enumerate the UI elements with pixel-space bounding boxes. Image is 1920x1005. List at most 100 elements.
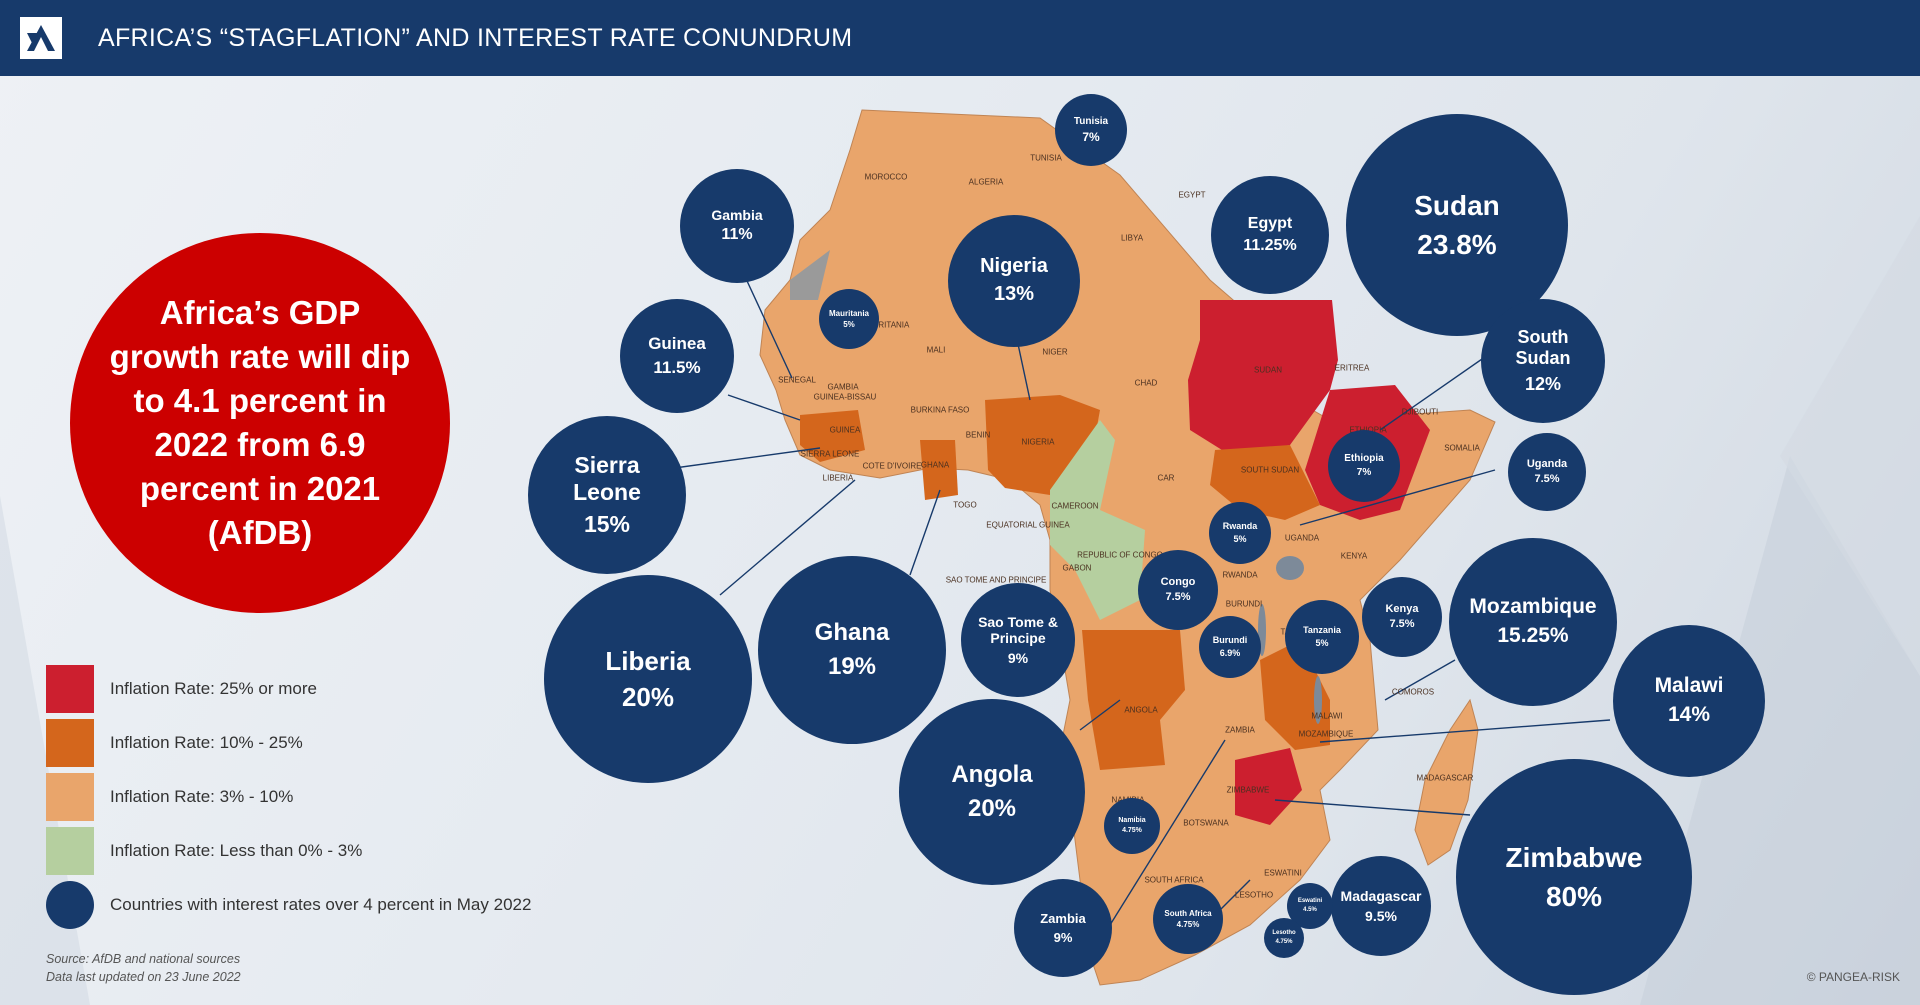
rate-bubble-malawi: Malawi 14% — [1613, 625, 1765, 777]
bubble-country: Madagascar — [1340, 887, 1422, 904]
bubble-country: Congo — [1160, 576, 1196, 589]
country-label: TUNISIA — [1030, 153, 1062, 163]
rate-bubble-mozambique: Mozambique 15.25% — [1449, 538, 1617, 706]
country-label: MALAWI — [1311, 711, 1343, 721]
bubble-country: Eswatini — [1297, 898, 1323, 905]
country-label: COMOROS — [1391, 687, 1435, 697]
source-updated: Data last updated on 23 June 2022 — [46, 970, 241, 984]
bubble-rate: 12% — [1524, 373, 1562, 394]
bubble-rate: 19% — [827, 652, 877, 680]
header-bar: AFRICA’S “STAGFLATION” AND INTEREST RATE… — [0, 0, 1920, 76]
rate-bubble-angola: Angola 20% — [899, 699, 1085, 885]
country-label: SOUTH SUDAN — [1240, 465, 1300, 475]
country-label: UGANDA — [1284, 533, 1320, 543]
country-label: SENEGAL — [778, 375, 816, 385]
country-label: COTE D'IVOIRE — [862, 461, 922, 471]
rate-bubble-ghana: Ghana 19% — [758, 556, 946, 744]
legend-label: Inflation Rate: 3% - 10% — [110, 787, 294, 806]
bubble-country: Lesotho — [1272, 930, 1296, 937]
legend-label: Inflation Rate: Less than 0% - 3% — [110, 841, 363, 860]
bubble-rate: 11% — [721, 226, 753, 244]
bubble-rate: 7.5% — [1165, 591, 1191, 603]
bubble-country: Nigeria — [980, 255, 1048, 278]
country-label: NIGER — [1042, 347, 1068, 357]
country-label: LIBYA — [1120, 233, 1144, 243]
country-label: GUINEA — [829, 425, 861, 435]
country-label: NIGERIA — [1021, 437, 1055, 447]
country-label: MOROCCO — [864, 172, 908, 182]
legend-item-high: Inflation Rate: 25% or more — [46, 665, 317, 713]
country-label: REPUBLIC OF CONGO — [1077, 550, 1163, 560]
bubble-rate: 13% — [993, 283, 1035, 305]
legend-swatch-interest — [46, 881, 94, 929]
bubble-rate: 7% — [1356, 467, 1372, 478]
country-label: GABON — [1062, 563, 1092, 573]
legend-item-green: Inflation Rate: Less than 0% - 3% — [46, 827, 362, 875]
rate-bubble-burundi: Burundi 6.9% — [1199, 616, 1261, 678]
legend-swatch-green — [46, 827, 94, 875]
bubble-country: South Sudan — [1515, 327, 1571, 369]
country-label: BENIN — [965, 430, 991, 440]
legend-label: Countries with interest rates over 4 per… — [110, 895, 532, 914]
country-label: GHANA — [920, 460, 950, 470]
bubble-rate: 7.5% — [1534, 473, 1560, 485]
bubble-rate: 4.75% — [1275, 938, 1293, 945]
country-label: SIERRA LEONE — [800, 449, 860, 459]
bubble-country: Namibia — [1118, 817, 1146, 825]
legend-label: Inflation Rate: 10% - 25% — [110, 733, 303, 752]
country-label: ANGOLA — [1124, 705, 1158, 715]
country-label: ZIMBABWE — [1226, 785, 1270, 795]
country-label: GAMBIA — [827, 382, 859, 392]
country-label: ERITREA — [1334, 363, 1370, 373]
source-note: Source: AfDB and national sources Data l… — [46, 950, 241, 986]
rate-bubble-guinea: Guinea 11.5% — [620, 299, 734, 413]
country-label: BURUNDI — [1225, 599, 1263, 609]
bubble-country: Ghana — [814, 619, 890, 647]
bubble-country: Kenya — [1385, 603, 1419, 616]
rate-bubble-sao-tome-principe: Sao Tome & Principe 9% — [961, 583, 1075, 697]
rate-bubble-uganda: Uganda 7.5% — [1508, 433, 1586, 511]
country-label: EQUATORIAL GUINEA — [986, 520, 1070, 530]
bubble-country: Rwanda — [1222, 521, 1258, 532]
country-label: SUDAN — [1253, 365, 1283, 375]
bubble-country: Malawi — [1654, 674, 1724, 698]
rate-bubble-congo: Congo 7.5% — [1138, 550, 1218, 630]
bubble-rate: 5% — [843, 320, 855, 329]
legend-swatch-high — [46, 665, 94, 713]
source-line: Source: AfDB and national sources — [46, 952, 241, 966]
bubble-rate: 5% — [1233, 534, 1247, 544]
pangea-logo — [20, 17, 62, 59]
bubble-rate: 5% — [1315, 638, 1329, 648]
rate-bubble-madagascar: Madagascar 9.5% — [1331, 856, 1431, 956]
rate-bubble-tanzania: Tanzania 5% — [1285, 600, 1359, 674]
copyright: © PANGEA-RISK — [1806, 970, 1900, 984]
country-label: MADAGASCAR — [1416, 773, 1474, 783]
bubble-country: Ethiopia — [1344, 453, 1384, 465]
country-label: ALGERIA — [968, 177, 1004, 187]
rate-bubble-south-africa: South Africa 4.75% — [1153, 884, 1223, 954]
country-label: LESOTHO — [1234, 890, 1274, 900]
bubble-country: South Africa — [1164, 908, 1212, 918]
rate-bubble-lesotho: Lesotho 4.75% — [1264, 918, 1304, 958]
bubble-rate: 15% — [583, 511, 631, 538]
legend-item-low: Inflation Rate: 3% - 10% — [46, 773, 293, 821]
bubble-rate: 4.5% — [1303, 906, 1317, 913]
bubble-country: Liberia — [605, 645, 691, 676]
rate-bubble-namibia: Namibia 4.75% — [1104, 798, 1160, 854]
rate-bubble-zambia: Zambia 9% — [1014, 879, 1112, 977]
legend-swatch-mid — [46, 719, 94, 767]
country-label: MOZAMBIQUE — [1298, 729, 1354, 739]
background-decoration — [0, 216, 1920, 1005]
bubble-country: Egypt — [1247, 214, 1293, 232]
country-label: RWANDA — [1222, 570, 1258, 580]
country-label: LIBERIA — [822, 473, 854, 483]
bubble-rate: 9% — [1053, 929, 1073, 945]
bubble-rate: 6.9% — [1219, 648, 1241, 658]
country-label: ESWATINI — [1264, 868, 1302, 878]
rate-bubble-kenya: Kenya 7.5% — [1362, 577, 1442, 657]
rate-bubble-sierra-leone: Sierra Leone 15% — [528, 416, 686, 574]
country-label: CHAD — [1134, 378, 1158, 388]
bubble-rate: 9% — [1007, 649, 1029, 666]
country-label: EGYPT — [1178, 190, 1206, 200]
bubble-country: Mozambique — [1469, 595, 1597, 619]
